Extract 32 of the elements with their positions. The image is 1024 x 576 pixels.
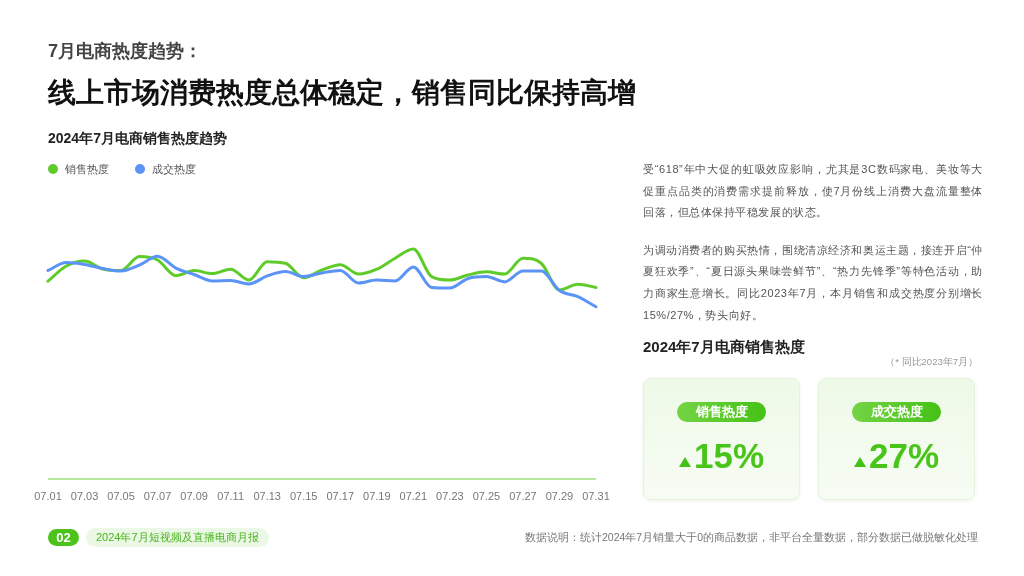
chart-title: 2024年7月电商销售热度趋势 — [48, 130, 227, 146]
x-tick-label: 07.15 — [289, 490, 318, 502]
text: 15% — [693, 436, 765, 475]
text: 27% — [868, 436, 940, 475]
text: 为调动消费者的购买热情，围绕清凉经济和奥运主题，接连开启“仲夏狂欢季”、“夏日源头果味尝鲜节”、“热力先锋季”等特色活动，助力商家生意增长。同比2023年7月，本月销售和成交热度分别增长15%/27%，势头向好。 — [643, 242, 983, 323]
x-tick-label: 07.23 — [436, 490, 464, 502]
x-tick-label: 07.03 — [70, 490, 99, 502]
category-label: 销售热度 — [677, 402, 766, 422]
text: 2024年7月电商销售热度 — [643, 338, 805, 355]
x-tick-label: 07.31 — [582, 490, 610, 502]
x-tick-label: 07.21 — [399, 490, 428, 502]
text: 02 — [48, 529, 79, 546]
x-tick-label: 07.07 — [143, 490, 172, 502]
x-tick-label: 07.13 — [253, 490, 281, 502]
text: 线上市场消费热度总体稳定，销售同比保持高增 — [48, 77, 636, 108]
text: 受“618”年中大促的虹吸效应影响，尤其是3C数码家电、美妆等大促重点品类的消费需求提前释放，使7月份线上消费大盘流量整体回落，但总体保持平稳发展的状态。 — [643, 162, 983, 221]
legend-label: 成交热度 — [152, 163, 196, 175]
category-label: 成交热度 — [852, 402, 941, 422]
x-tick-label: 07.11 — [217, 490, 245, 502]
x-tick-label: 07.09 — [180, 490, 208, 502]
text: 数据说明：统计2024年7月销量大于0的商品数据，非平台全量数据，部分数据已做脱敏化处理 — [524, 530, 978, 544]
legend-label: 销售热度 — [64, 163, 109, 175]
x-tick-label: 07.19 — [363, 490, 391, 502]
x-tick-label: 07.05 — [107, 490, 135, 502]
x-tick-label: 07.17 — [326, 490, 355, 502]
x-tick-label: 07.25 — [472, 490, 501, 502]
text: 2024年7月短视频及直播电商月报 — [86, 528, 269, 547]
text: 7月电商热度趋势： — [48, 41, 203, 61]
x-tick-label: 07.01 — [34, 490, 62, 502]
text: （* 同比2023年7月） — [885, 356, 978, 367]
x-tick-label: 07.29 — [545, 490, 574, 502]
x-tick-label: 07.27 — [509, 490, 537, 502]
